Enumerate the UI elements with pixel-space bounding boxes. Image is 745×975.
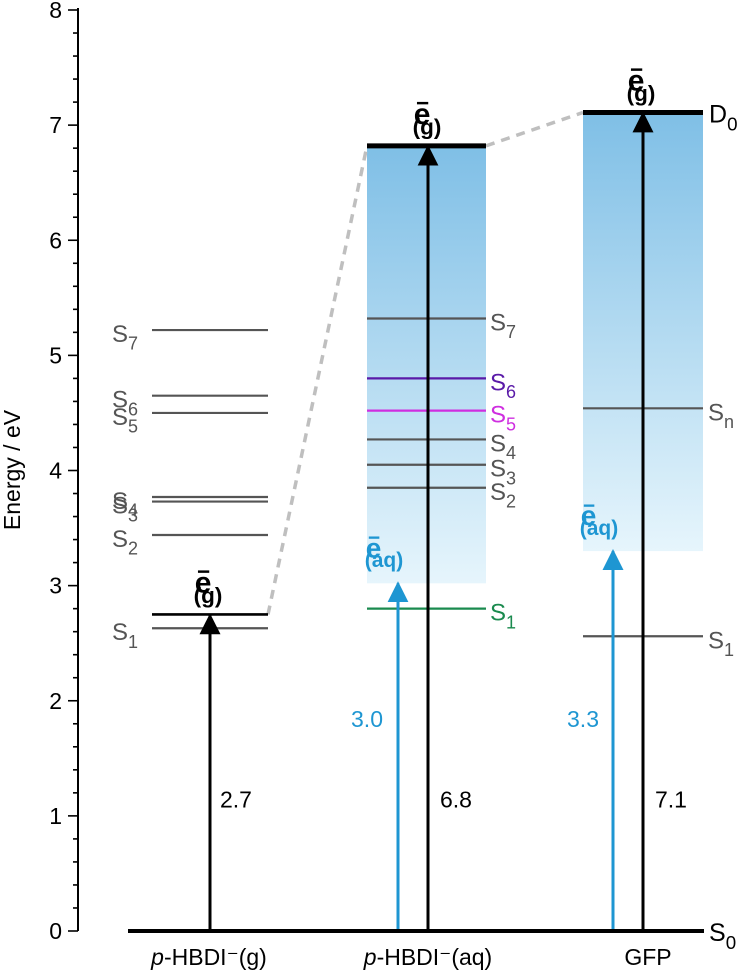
e-aq-label-gfp: e− (aq)	[580, 494, 619, 539]
label-gas-s7: S7	[112, 321, 138, 354]
aq-value-aq: 3.0	[351, 706, 383, 732]
label-d0: D0	[709, 100, 738, 134]
y-tick-label: 0	[49, 918, 62, 944]
label-gas-s1: S1	[112, 619, 138, 652]
label-gas-s4: S4	[112, 488, 138, 521]
threshold-value-gfp: 7.1	[655, 787, 687, 813]
aq-value-gfp: 3.3	[567, 706, 599, 732]
label-aq-s7: S7	[490, 310, 516, 343]
label-aq-s5: S5	[490, 402, 516, 435]
y-tick-label: 2	[49, 688, 62, 714]
y-tick-label: 4	[49, 458, 62, 484]
column-label-aq: p-HBDI⁻(aq)	[363, 944, 492, 970]
y-tick-label: 1	[49, 803, 62, 829]
connector-aq-gfp	[485, 110, 584, 148]
label-gas-s6: S6	[112, 387, 138, 420]
e-gas-label-gas: e− (g)	[194, 559, 223, 608]
label-gas-s2: S2	[112, 526, 138, 559]
e-aq-label-aq: e− (aq)	[365, 527, 404, 572]
y-axis: 0 1 2 3 4 5 6 7 8	[49, 0, 79, 944]
label-aq-s1: S1	[490, 600, 516, 633]
continuum-bands	[367, 112, 703, 584]
y-tick-label: 5	[49, 342, 62, 368]
y-tick-label: 6	[49, 227, 62, 253]
dashed-connectors	[266, 110, 584, 615]
label-gfp-s1: S1	[708, 627, 734, 660]
label-aq-s3: S3	[490, 456, 516, 489]
y-tick-label: 3	[49, 573, 62, 599]
label-gas-s5: S5	[112, 404, 138, 437]
y-tick-label: 8	[49, 0, 62, 23]
transition-arrows	[199, 111, 654, 929]
energy-levels	[128, 109, 704, 933]
label-gas-s3: S3	[112, 493, 138, 526]
e-gas-label-aq: e− (g)	[413, 90, 442, 139]
y-tick-label: 7	[49, 112, 62, 138]
e-gas-label-gfp: e− (g)	[627, 57, 656, 106]
connector-gas-aq	[266, 145, 369, 615]
label-aq-s2: S2	[490, 479, 516, 512]
threshold-value-aq: 6.8	[440, 787, 472, 813]
column-label-gas: p-HBDI⁻(g)	[150, 944, 267, 970]
label-aq-s4: S4	[490, 430, 516, 463]
label-gfp-sn: Sn	[708, 399, 734, 432]
label-aq-s6: S6	[490, 369, 516, 402]
column-label-gfp: GFP	[624, 944, 671, 970]
y-axis-label: Energy / eV	[0, 409, 25, 530]
threshold-value-gas: 2.7	[220, 787, 252, 813]
label-s0: S0	[709, 919, 736, 953]
